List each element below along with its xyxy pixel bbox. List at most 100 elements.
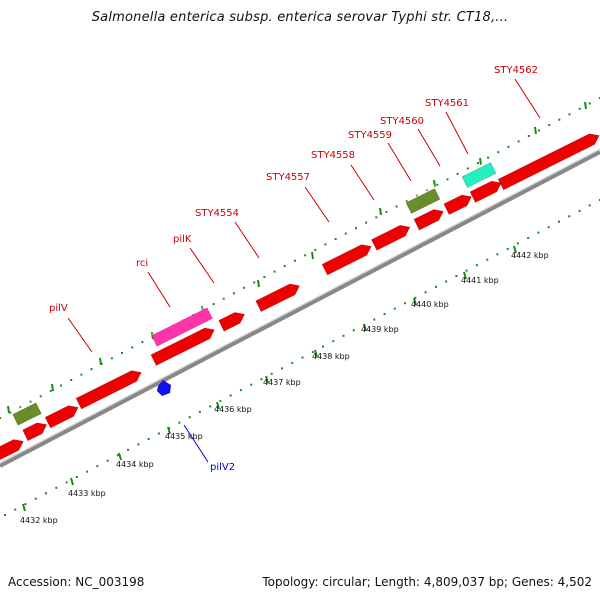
gene-label: STY4559 <box>348 130 392 141</box>
scale-label: 4441 kbp <box>461 276 499 285</box>
ruler-dot-upper <box>29 400 32 403</box>
genome-backbone <box>0 148 600 468</box>
ruler-dot-lower <box>4 514 6 516</box>
ruler-dot-upper <box>385 210 388 213</box>
ruler-dot-upper <box>517 140 520 143</box>
gene-forward-arrow-body <box>0 439 24 461</box>
major-tick <box>7 405 10 414</box>
ruler-dot-upper <box>334 238 337 240</box>
gene-arrow <box>150 320 215 366</box>
ruler-dot-lower <box>198 410 201 413</box>
ruler-dot-lower <box>578 209 581 212</box>
ruler-dot-lower <box>588 204 591 207</box>
gene-arrow-face <box>218 304 244 321</box>
gene-label: pilV2 <box>210 462 235 473</box>
ruler-dot-lower <box>45 492 47 495</box>
ruler-dot-upper <box>90 368 93 371</box>
ruler-dot-upper <box>9 411 12 414</box>
rci-feature-body <box>151 307 213 347</box>
label-leader-line <box>445 111 469 155</box>
ruler-dot-upper <box>426 189 429 192</box>
ruler-dot-upper <box>212 303 215 306</box>
ruler-dot-lower <box>301 356 304 359</box>
ruler-dot-upper <box>39 395 42 398</box>
major-tick <box>118 452 122 461</box>
pseudogene-box-body <box>405 188 441 214</box>
map-title: Salmonella enterica subsp. enterica sero… <box>91 10 509 25</box>
accession-text: Accession: NC_003198 <box>8 575 145 589</box>
ruler-dot-upper <box>588 102 591 105</box>
major-tick <box>70 477 74 486</box>
gene-forward-arrow-body <box>75 370 142 410</box>
scale-label: 4439 kbp <box>361 325 399 334</box>
teal-feature <box>461 158 497 188</box>
gene-forward-arrow-face <box>22 415 46 430</box>
gene-forward-arrow-body <box>370 224 411 251</box>
ruler-dot-upper <box>273 270 276 273</box>
label-leader-line <box>514 78 541 119</box>
ruler-dot-lower <box>34 497 37 500</box>
ruler-dot-lower <box>291 361 294 364</box>
ruler-dot-lower <box>75 476 78 478</box>
gene-label: rci <box>136 258 148 269</box>
gene-forward-arrow-face <box>470 173 500 192</box>
ruler-dot-upper <box>141 341 144 344</box>
ruler-dot-lower <box>55 486 58 489</box>
ruler-dot-upper <box>253 281 256 284</box>
gene-arrow-body <box>150 327 215 366</box>
ruler-dot-upper <box>121 351 123 354</box>
gene-forward-arrow-body <box>44 405 79 429</box>
gene-forward-arrow <box>413 201 444 231</box>
gene-forward-arrow-face <box>443 187 471 204</box>
ruler-dot-lower <box>250 383 253 386</box>
ruler-dot-lower <box>239 389 242 392</box>
major-tick <box>513 245 517 254</box>
ruler-dot-lower <box>434 285 437 288</box>
major-tick <box>216 401 220 410</box>
major-tick <box>311 251 314 260</box>
ruler-dot-lower <box>14 508 17 511</box>
backbone-line <box>0 150 600 468</box>
ruler-dot-lower <box>229 394 232 397</box>
ruler-dot-lower <box>219 399 222 402</box>
ruler-dot-upper <box>222 297 225 300</box>
scale-label: 4435 kbp <box>165 432 203 441</box>
ruler-dot-lower <box>157 432 160 435</box>
ruler-dot-lower <box>424 291 427 294</box>
scale-label: 4432 kbp <box>20 516 58 525</box>
ruler-dot-lower <box>414 296 417 299</box>
ruler-dot-upper <box>578 107 581 110</box>
ruler-dot-lower <box>188 416 191 419</box>
major-tick <box>413 297 417 306</box>
major-tick <box>379 207 382 216</box>
pseudogene-box <box>405 184 441 214</box>
ruler-dot-lower <box>127 448 130 451</box>
ruler-dot-upper <box>324 243 327 246</box>
gene-forward-arrow <box>44 398 79 429</box>
ruler-dot-upper <box>344 232 347 235</box>
gene-arrow-body <box>255 283 301 313</box>
gene-arrow-face <box>255 276 299 301</box>
ruler-dot-lower <box>116 454 119 457</box>
gene-forward-arrow-body <box>469 180 502 203</box>
ruler-dot-lower <box>486 258 489 261</box>
rci-feature <box>151 303 213 347</box>
label-leaders <box>67 78 541 463</box>
gene-forward-arrow <box>370 217 411 251</box>
gene-forward-arrow-face <box>76 363 140 399</box>
ruler-dot-lower <box>260 378 263 381</box>
major-tick <box>584 101 587 110</box>
ruler-dot-lower <box>516 242 519 245</box>
scale-label: 4438 kbp <box>312 352 350 361</box>
ruler-dot-lower <box>537 231 540 234</box>
ruler-dot-upper <box>243 286 246 289</box>
ruler-dot-lower <box>383 313 386 316</box>
label-leader-line <box>417 128 441 167</box>
ruler-dot-lower <box>568 215 571 218</box>
ruler-dot-lower <box>209 405 212 408</box>
gene-arrow-face <box>150 320 214 355</box>
ruler-dot-lower <box>106 459 109 462</box>
ruler-dot-lower <box>332 340 335 343</box>
major-tick <box>534 126 537 135</box>
